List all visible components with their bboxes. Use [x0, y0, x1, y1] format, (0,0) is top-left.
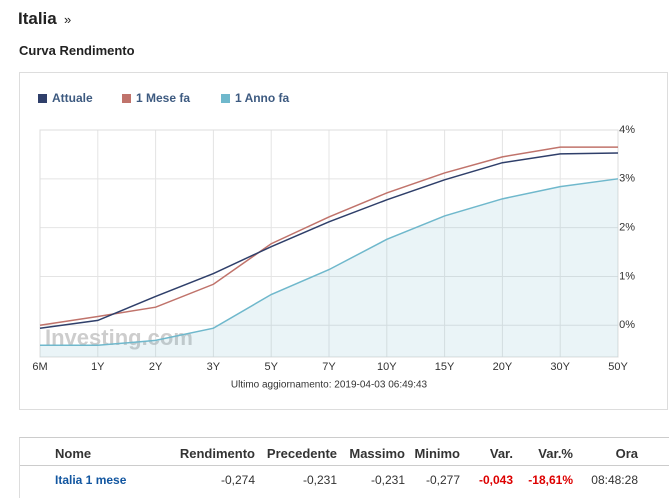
- page: Italia » Curva Rendimento 6M 1Y 2Y 3Y 5Y 7Y 10…: [18, 9, 669, 498]
- y-tick-label: 3%: [619, 173, 635, 185]
- series-line: [39, 146, 618, 327]
- area-fill: [40, 178, 618, 357]
- x-tick-label: 50Y: [608, 361, 628, 373]
- chart: 6M 1Y 2Y 3Y 5Y 7Y 10Y 15Y 20Y 30Y 50Y0%1%2%3%4%Inv…: [32, 91, 635, 391]
- column-header[interactable]: Precedente: [266, 446, 337, 461]
- legend-label: Attuale: [52, 91, 93, 105]
- series-line: [40, 178, 619, 347]
- y-tick-label: 1%: [619, 270, 635, 282]
- plot-border: [39, 129, 619, 358]
- x-tick-label: 7Y: [322, 361, 336, 373]
- legend-swatch: [38, 94, 47, 103]
- chart-box: [19, 72, 668, 410]
- x-tick-label: 3Y: [207, 361, 221, 373]
- column-header[interactable]: Var.%: [538, 446, 573, 461]
- x-tick-label: 1Y: [91, 361, 105, 373]
- table: Nome Rendimento Precedente Massimo Minimo Var…: [19, 437, 669, 498]
- column-header[interactable]: Nome: [55, 446, 92, 461]
- x-tick-label: 20Y: [493, 361, 513, 373]
- subtitle: Curva Rendimento: [19, 43, 135, 58]
- cell: -0,231: [370, 473, 405, 487]
- legend-swatch: [122, 94, 131, 103]
- cell: -18,61%: [528, 473, 573, 487]
- header-divider: [20, 465, 669, 466]
- x-tick-label: 15Y: [435, 361, 455, 373]
- x-tick-label: 30Y: [550, 361, 570, 373]
- column-header[interactable]: Var.: [489, 446, 513, 461]
- legend-swatch: [221, 94, 230, 103]
- column-header[interactable]: Ora: [615, 446, 638, 461]
- cell: -0,277: [425, 473, 460, 487]
- y-tick-label: 2%: [619, 222, 635, 234]
- title-arrow[interactable]: »: [64, 12, 72, 27]
- legend-label: 1 Mese fa: [136, 91, 190, 105]
- x-tick-label: 5Y: [264, 361, 278, 373]
- series-line: [39, 152, 619, 329]
- cell: 08:48:28: [591, 473, 638, 487]
- cell: -0,231: [302, 473, 337, 487]
- page-title: Italia: [18, 9, 57, 28]
- update-note: Ultimo aggiornamento: 2019-04-03 06:49:4…: [231, 380, 428, 391]
- x-tick-label: 2Y: [149, 361, 163, 373]
- x-tick-label: 10Y: [377, 361, 397, 373]
- column-header[interactable]: Minimo: [414, 446, 461, 461]
- y-tick-label: 0%: [619, 319, 635, 331]
- column-header[interactable]: Rendimento: [179, 446, 255, 461]
- row-name: Italia 1 mese: [55, 473, 127, 487]
- y-tick-label: 4%: [619, 124, 635, 136]
- cell: -0,274: [220, 473, 255, 487]
- x-tick-label: 6M: [32, 361, 47, 373]
- cell: -0,043: [478, 473, 513, 487]
- column-header[interactable]: Massimo: [349, 446, 405, 461]
- legend-label: 1 Anno fa: [235, 91, 290, 105]
